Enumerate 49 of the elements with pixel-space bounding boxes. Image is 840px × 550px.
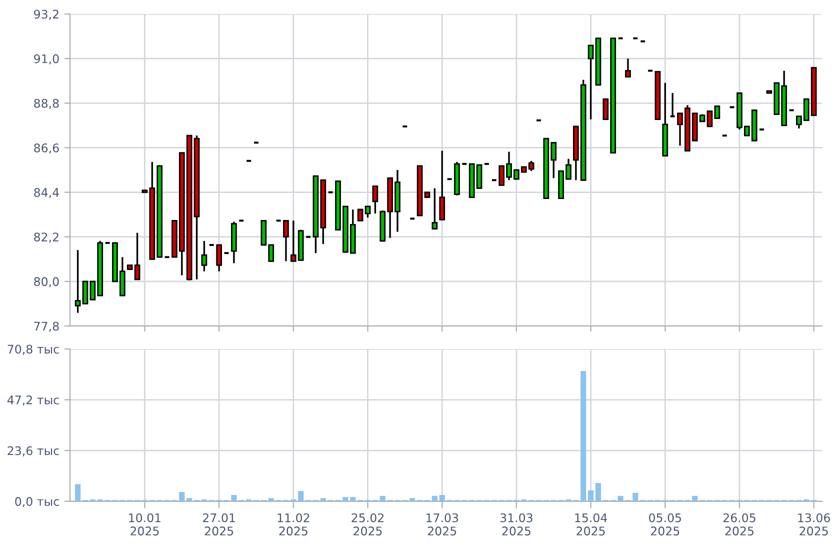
bar (320, 498, 326, 502)
bar (298, 490, 304, 502)
bar (692, 496, 698, 502)
candlestick (588, 44, 594, 120)
candlestick (74, 249, 81, 314)
x-tick-label: 05.05 2025 (649, 513, 681, 536)
x-tick-label: 25.02 2025 (352, 513, 384, 536)
y-tick-label: 80,0 (34, 277, 59, 288)
bar (595, 483, 602, 502)
y-tick-label: 77,8 (34, 322, 59, 332)
x-tick-label: 17.03 2025 (426, 513, 458, 536)
x-tick-label: 13.06 2025 (798, 513, 830, 536)
x-tick-label: 26.05 2025 (723, 513, 756, 536)
candlestick (669, 92, 676, 118)
bar (179, 492, 185, 502)
y-tick-label: 0,0 тыс (15, 497, 59, 508)
x-tick-label: 11.02 2025 (278, 513, 310, 536)
bar (632, 492, 638, 502)
candlestick (283, 220, 289, 262)
x-tick-label: 27.01 2025 (203, 513, 235, 536)
bar (410, 498, 416, 502)
y-tick-label: 70,8 тыс (8, 344, 59, 355)
bar (432, 496, 438, 502)
bar (186, 498, 192, 502)
y-tick-label: 93,2 (34, 10, 58, 20)
candlestick (82, 280, 88, 304)
y-tick-label: 84,4 (34, 188, 59, 198)
candlestick (625, 58, 631, 78)
x-tick-label: 10.01 2025 (129, 513, 161, 536)
bar (588, 490, 594, 502)
y-tick-label: 88,8 (34, 98, 59, 109)
candlestick (439, 150, 446, 220)
bar (580, 370, 586, 502)
y-tick-label: 82,2 (34, 232, 58, 243)
x-tick-label: 15.04 2025 (575, 513, 608, 536)
candlestick (372, 185, 378, 214)
bar (75, 484, 81, 502)
candlestick (364, 206, 371, 218)
candlestick (216, 244, 222, 272)
candlestick (432, 187, 438, 230)
x-tick-label: 31.03 2025 (500, 513, 532, 536)
y-tick-label: 91,0 (34, 54, 59, 64)
candlestick (201, 240, 208, 272)
bar (350, 497, 356, 502)
candlestick (357, 208, 364, 222)
bar (380, 496, 386, 502)
y-tick-label: 86,6 (34, 143, 59, 154)
y-tick-label: 47,2 тыс (7, 395, 59, 406)
y-tick-label: 23,6 тыс (8, 446, 59, 456)
